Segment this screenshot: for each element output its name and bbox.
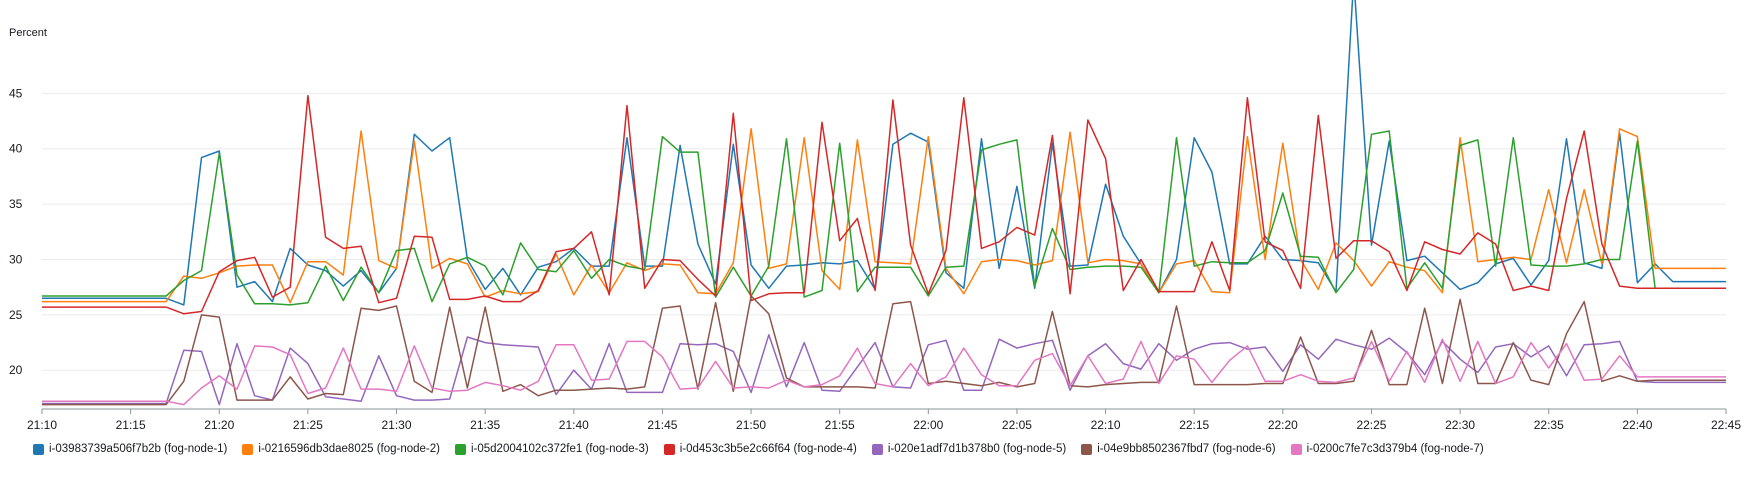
y-tick-label: 35 bbox=[9, 197, 23, 211]
legend-label: i-0200c7fe7c3d379b4 (fog-node-7) bbox=[1306, 443, 1484, 455]
legend-item-fog-node-3[interactable]: i-05d2004102c372fe1 (fog-node-3) bbox=[454, 443, 649, 455]
legend-swatch bbox=[1290, 443, 1302, 455]
legend-label: i-0216596db3dae8025 (fog-node-2) bbox=[258, 443, 440, 455]
legend-label: i-020e1adf7d1b378b0 (fog-node-5) bbox=[887, 443, 1067, 455]
legend-label: i-04e9bb8502367fbd7 (fog-node-6) bbox=[1097, 443, 1276, 455]
x-tick-label: 21:10 bbox=[27, 418, 57, 432]
x-tick-label: 22:05 bbox=[1002, 418, 1032, 432]
x-tick-label: 21:30 bbox=[382, 418, 412, 432]
series-line-fog-node-6 bbox=[42, 295, 1726, 406]
x-tick-label: 21:40 bbox=[559, 418, 589, 432]
x-tick-label: 21:35 bbox=[470, 418, 500, 432]
x-tick-label: 22:25 bbox=[1356, 418, 1386, 432]
series-line-fog-node-5 bbox=[42, 334, 1726, 406]
x-tick-label: 22:45 bbox=[1711, 418, 1741, 432]
legend-swatch bbox=[33, 443, 44, 455]
x-tick-label: 21:45 bbox=[647, 418, 677, 432]
y-tick-label: 40 bbox=[9, 142, 23, 156]
legend-label: i-05d2004102c372fe1 (fog-node-3) bbox=[470, 443, 649, 455]
legend-swatch bbox=[871, 443, 883, 455]
series-line-fog-node-2 bbox=[42, 128, 1726, 304]
x-tick-label: 22:35 bbox=[1534, 418, 1564, 432]
x-tick-label: 21:20 bbox=[204, 418, 234, 432]
x-tick-label: 22:40 bbox=[1622, 418, 1652, 432]
x-tick-label: 21:15 bbox=[116, 418, 146, 432]
x-tick-label: 22:15 bbox=[1179, 418, 1209, 432]
chart-legend: i-03983739a506f7b2b (fog-node-1) i-021659… bbox=[33, 443, 1484, 455]
x-tick-label: 21:55 bbox=[825, 418, 855, 432]
series-line-fog-node-3 bbox=[42, 130, 1726, 306]
legend-label: i-03983739a506f7b2b (fog-node-1) bbox=[49, 443, 228, 455]
x-tick-label: 21:50 bbox=[736, 418, 766, 432]
x-tick-label: 21:25 bbox=[293, 418, 323, 432]
x-tick-label: 22:30 bbox=[1445, 418, 1475, 432]
legend-item-fog-node-6[interactable]: i-04e9bb8502367fbd7 (fog-node-6) bbox=[1081, 443, 1276, 455]
series-line-fog-node-4 bbox=[42, 94, 1726, 315]
legend-label: i-0d453c3b5e2c66f64 (fog-node-4) bbox=[679, 443, 857, 455]
legend-item-fog-node-4[interactable]: i-0d453c3b5e2c66f64 (fog-node-4) bbox=[663, 443, 857, 455]
y-tick-label: 45 bbox=[9, 86, 23, 100]
y-tick-label: 25 bbox=[9, 308, 23, 322]
y-tick-label: 20 bbox=[9, 363, 23, 377]
x-tick-label: 22:00 bbox=[913, 418, 943, 432]
legend-swatch bbox=[454, 443, 466, 455]
x-tick-label: 22:20 bbox=[1268, 418, 1298, 432]
x-tick-label: 22:10 bbox=[1091, 418, 1121, 432]
legend-item-fog-node-5[interactable]: i-020e1adf7d1b378b0 (fog-node-5) bbox=[871, 443, 1067, 455]
series-line-fog-node-7 bbox=[42, 338, 1726, 406]
legend-swatch bbox=[1081, 443, 1093, 455]
line-chart: 20 25 30 35 40 45 21:10 21:15 21:20 21:25 21:30 21:… bbox=[9, 0, 1741, 432]
legend-item-fog-node-2[interactable]: i-0216596db3dae8025 (fog-node-2) bbox=[242, 443, 440, 455]
y-tick-label: 30 bbox=[9, 252, 23, 266]
legend-swatch bbox=[663, 443, 675, 455]
legend-swatch bbox=[242, 443, 254, 455]
legend-item-fog-node-1[interactable]: i-03983739a506f7b2b (fog-node-1) bbox=[33, 443, 227, 455]
y-axis-label: Percent bbox=[9, 27, 47, 39]
legend-item-fog-node-7[interactable]: i-0200c7fe7c3d379b4 (fog-node-7) bbox=[1290, 443, 1484, 455]
